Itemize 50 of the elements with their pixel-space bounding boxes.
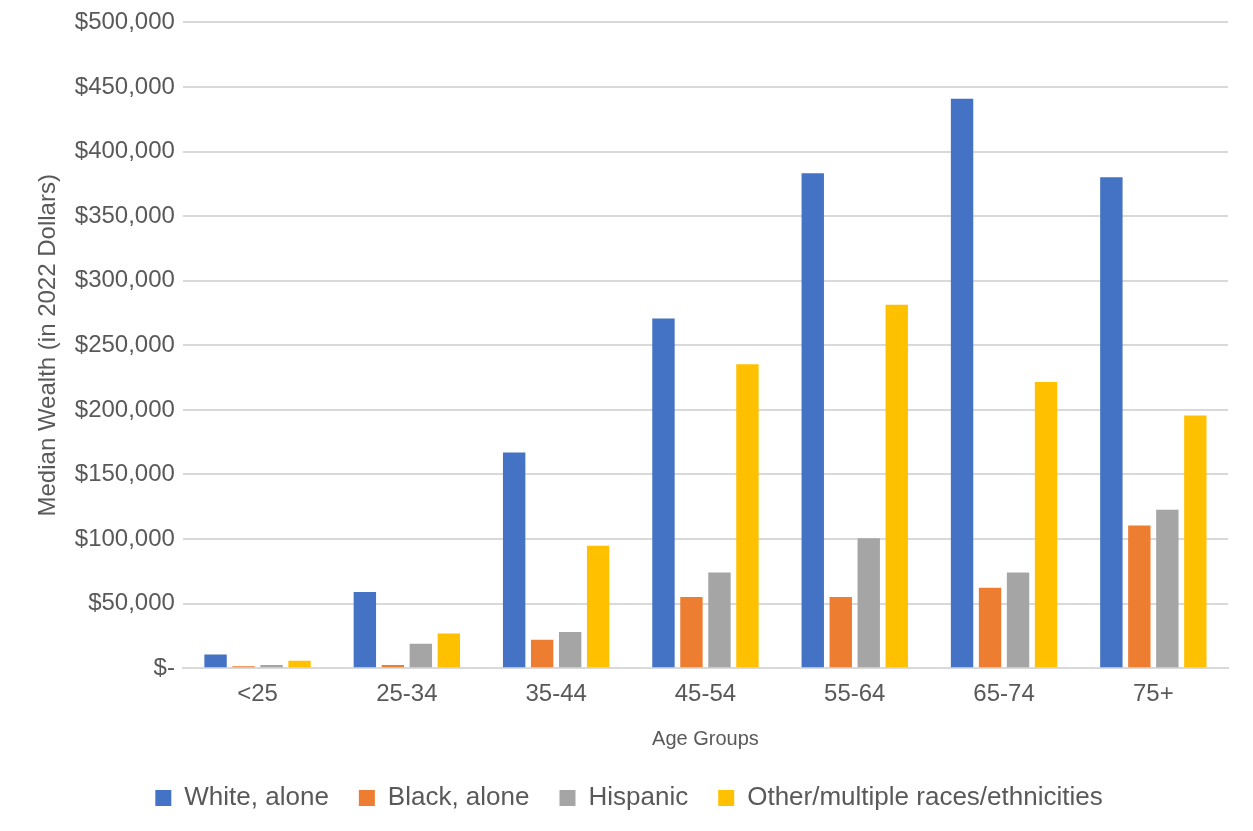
x-tick-label: 35-44 (525, 679, 587, 707)
bar (1100, 177, 1123, 668)
bar (736, 364, 759, 668)
y-tick-label: $450,000 (74, 71, 175, 99)
legend-label: White, alone (184, 781, 329, 812)
bar (1034, 381, 1058, 668)
y-tick-label: $100,000 (74, 523, 175, 551)
bar (586, 545, 610, 668)
bar (1184, 415, 1207, 668)
x-tick-label: 45-54 (674, 679, 737, 707)
x-tick-label: 65-74 (973, 679, 1035, 707)
y-tick-label: $250,000 (74, 329, 175, 357)
y-axis-title: Median Wealth (in 2022 Dollars) (33, 174, 61, 517)
bar (437, 633, 461, 668)
y-tick-label: $150,000 (74, 459, 175, 487)
legend-label: Black, alone (387, 781, 530, 812)
bar (829, 596, 852, 668)
bar (652, 318, 675, 668)
bar (950, 98, 974, 668)
bar (558, 632, 582, 668)
legend-label: Hispanic (588, 781, 689, 812)
legend-label: Other/multiple races/ethnicities (747, 781, 1103, 812)
y-tick-label: $300,000 (74, 265, 175, 293)
y-tick-label: $200,000 (74, 394, 175, 422)
bar (680, 596, 703, 668)
bar (1156, 509, 1179, 668)
y-tick-label: $400,000 (74, 136, 175, 164)
bar (409, 643, 433, 668)
bar (260, 664, 283, 668)
bar (801, 173, 824, 668)
y-tick-label: $500,000 (74, 7, 175, 35)
bar (1128, 525, 1151, 668)
y-tick-label: $- (153, 652, 175, 680)
bar (288, 660, 311, 668)
bar (1006, 572, 1030, 668)
x-axis-title: Age Groups (652, 726, 759, 749)
x-tick-label: <25 (237, 679, 278, 707)
bar (530, 639, 554, 668)
x-tick-label: 75+ (1132, 679, 1174, 707)
bar (708, 572, 731, 668)
y-tick-label: $50,000 (88, 588, 175, 616)
bar (502, 452, 526, 668)
bar (204, 654, 227, 668)
bar (978, 587, 1002, 668)
x-tick-label: 25-34 (376, 679, 438, 707)
bar (353, 592, 377, 668)
x-tick-label: 55-64 (824, 679, 886, 707)
y-tick-label: $350,000 (74, 200, 175, 228)
bar (885, 304, 908, 668)
bar (857, 538, 880, 668)
